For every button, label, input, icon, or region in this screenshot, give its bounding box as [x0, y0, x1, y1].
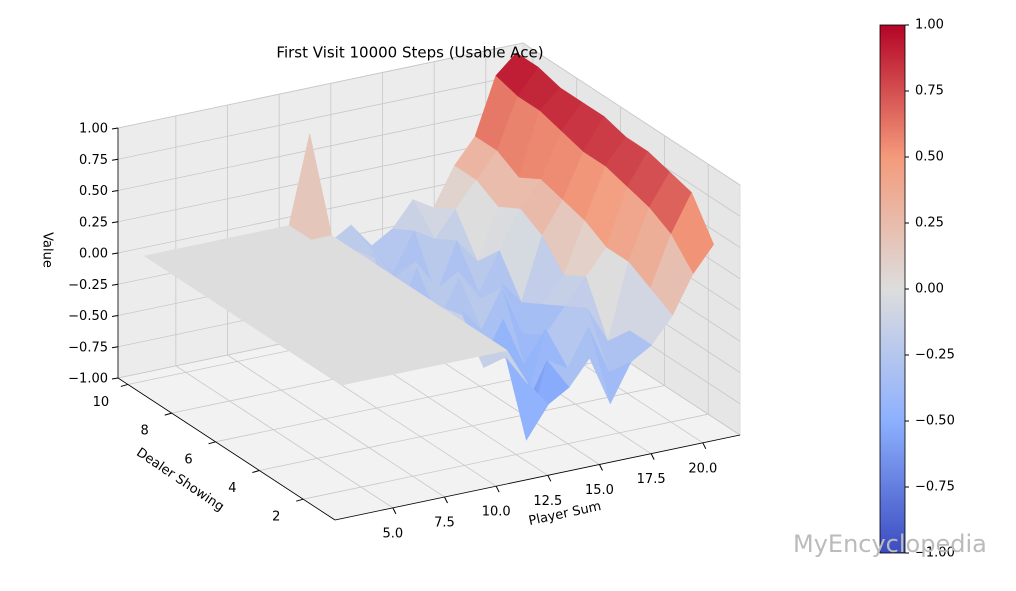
watermark: MyEncyclopedia	[793, 530, 987, 558]
z-tick	[111, 158, 119, 161]
y-tick	[252, 470, 260, 473]
x-tick	[599, 464, 603, 471]
axis-line	[117, 377, 336, 521]
z-tick	[111, 221, 119, 224]
x-tick-label: 10.0	[482, 505, 511, 520]
colorbar-tick-label: −0.25	[915, 348, 955, 363]
x-tick-label: 20.0	[688, 461, 717, 476]
z-tick-label: 1.00	[79, 122, 108, 137]
axis-line	[334, 434, 741, 521]
grid-line	[227, 354, 445, 498]
x-tick	[392, 507, 397, 515]
z-tick-label: 0.75	[79, 153, 108, 168]
x-tick	[650, 453, 655, 460]
z-tick-label: −0.75	[68, 340, 108, 355]
z-tick-label: −0.25	[68, 278, 108, 293]
x-tick	[444, 496, 448, 504]
z-tick-label: 0.00	[79, 247, 108, 262]
grid-line	[259, 385, 665, 471]
z-tick	[111, 315, 119, 317]
z-axis-label: Value	[40, 232, 55, 268]
z-tick	[111, 283, 119, 286]
y-tick	[120, 383, 129, 387]
chart-title: First Visit 10000 Steps (Usable Ace)	[276, 44, 543, 62]
y-tick	[296, 498, 304, 502]
x-tick	[702, 442, 707, 450]
colorbar-tick-label: −0.50	[915, 414, 955, 429]
colorbar-tick-label: 0.25	[915, 216, 944, 231]
grid-line	[117, 136, 524, 223]
colorbar-tick-label: 0.75	[915, 84, 944, 99]
y-tick-label: 10	[93, 395, 110, 410]
z-tick-label: −1.00	[68, 372, 108, 387]
x-tick	[547, 475, 552, 482]
y-tick	[164, 412, 172, 416]
x-tick	[495, 485, 500, 493]
grid-line	[117, 42, 524, 129]
x-tick-label: 17.5	[637, 472, 666, 487]
z-tick	[111, 190, 119, 192]
colorbar: −1.00 −0.75 −0.50 −0.25 0.00 0.25 0.50 0.75 1.00	[879, 18, 955, 561]
grid-line	[303, 413, 709, 500]
x-tick-label: 7.5	[434, 516, 455, 531]
y-tick-label: 6	[184, 452, 192, 467]
surface-facet	[319, 366, 363, 386]
colorbar-fill	[879, 24, 906, 554]
z-tick-label: −0.50	[68, 309, 108, 324]
y-axis-label: Dealer Showing	[133, 445, 226, 515]
grid-line	[522, 42, 741, 186]
z-tick	[111, 252, 119, 255]
z-tick	[111, 377, 119, 380]
colorbar-tick-label: −1.00	[915, 546, 955, 561]
y-tick-label: 2	[272, 510, 280, 525]
z-tick	[111, 127, 119, 130]
axes-3d: 5.0 7.5 10.0 12.5 15.0 17.5 20.0 2 4 6 8 10 −1.00 −0.…	[68, 42, 742, 541]
y-tick-label: 8	[141, 424, 149, 439]
z-tick	[111, 346, 119, 349]
colorbar-tick-label: 1.00	[915, 18, 944, 33]
x-tick-label: 15.0	[585, 483, 614, 498]
x-tick-label: 5.0	[383, 526, 404, 541]
x-tick-label: 12.5	[533, 494, 562, 509]
grid-line	[117, 73, 524, 160]
y-tick	[208, 441, 216, 445]
colorbar-tick-label: −0.75	[915, 480, 955, 495]
z-tick-label: 0.25	[79, 215, 108, 230]
colorbar-tick-label: 0.50	[915, 150, 944, 165]
z-tick-label: 0.50	[79, 184, 108, 199]
grid-line	[117, 105, 524, 191]
y-tick-label: 4	[228, 481, 236, 496]
grid-line	[175, 365, 394, 509]
colorbar-tick-label: 0.00	[915, 282, 944, 297]
